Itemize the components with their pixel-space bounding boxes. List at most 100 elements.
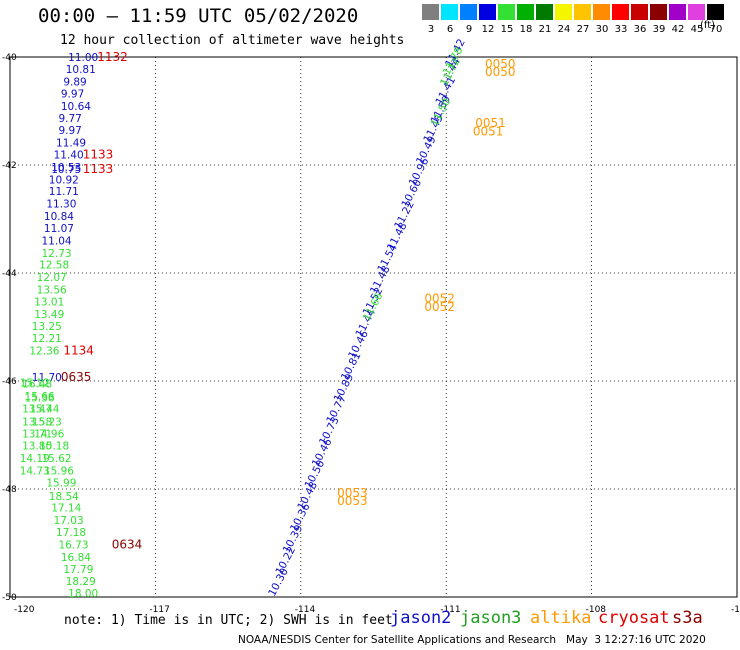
data-label-jason3: 14.73 bbox=[20, 465, 50, 477]
scale-label-27: 27 bbox=[576, 24, 590, 35]
data-label-altika: 0050 bbox=[485, 57, 516, 71]
chart-title: 00:00 – 11:59 UTC 05/02/2020 bbox=[38, 5, 359, 27]
scale-label-6: 6 bbox=[446, 24, 454, 35]
data-label-jason2: 9.97 bbox=[58, 125, 81, 137]
data-label-jason3: 13.25 bbox=[32, 321, 62, 333]
data-label-altika: 0051 bbox=[475, 116, 506, 130]
data-label-jason3: 15.44 bbox=[29, 403, 59, 415]
data-label-jason3: 18.54 bbox=[49, 491, 79, 503]
data-label-jason2: 11.04 bbox=[42, 235, 72, 247]
scale-swatch-33 bbox=[612, 4, 629, 20]
data-label-altika: 0051 bbox=[473, 124, 504, 138]
scale-swatch-36 bbox=[631, 4, 648, 20]
scale-label-21: 21 bbox=[538, 24, 552, 35]
data-label-jason3: 12.73 bbox=[42, 248, 72, 260]
data-label-jason3: 13.49 bbox=[34, 309, 64, 321]
data-label-jason3: 13.47 bbox=[22, 403, 52, 415]
x-tick-label: -120 bbox=[14, 605, 35, 615]
data-label-cryosat: 1133 bbox=[83, 162, 114, 176]
data-label-jason3: 12.36 bbox=[29, 346, 59, 358]
data-label-jason2: 10.92 bbox=[49, 174, 79, 186]
legend-jason2: jason2 bbox=[390, 608, 452, 628]
plot-frame bbox=[9, 56, 738, 598]
data-label-cryosat: 1132 bbox=[97, 50, 128, 64]
data-label-jason3: 17.14 bbox=[51, 503, 81, 515]
x-tick-label: -117 bbox=[149, 605, 169, 615]
data-label-jason3: 13.01 bbox=[34, 296, 64, 308]
scale-swatch-27 bbox=[574, 4, 591, 20]
data-label-jason3: 15.18 bbox=[39, 441, 69, 453]
scale-swatch-42 bbox=[669, 4, 686, 20]
data-label-jason2: 10.84 bbox=[44, 211, 74, 223]
scale-label-42: 42 bbox=[671, 24, 685, 35]
data-label-cryosat: 1133 bbox=[83, 148, 114, 162]
data-label-s3a: 0634 bbox=[112, 537, 143, 551]
scale-label-3: 3 bbox=[427, 24, 435, 35]
data-label-cryosat: 1134 bbox=[63, 344, 94, 358]
data-label-jason3: 17.03 bbox=[54, 515, 84, 527]
data-label-jason2: 10.75 bbox=[51, 164, 81, 176]
footnote: note: 1) Time is in UTC; 2) SWH is in fe… bbox=[64, 613, 393, 628]
scale-label-15: 15 bbox=[500, 24, 514, 35]
scale-label-70: 70 bbox=[709, 24, 723, 35]
data-label-jason3: 12.21 bbox=[32, 333, 62, 345]
legend-cryosat: cryosat bbox=[598, 608, 670, 628]
data-label-jason3: 16.84 bbox=[61, 552, 91, 564]
data-label-jason3: 15.23 bbox=[32, 416, 62, 428]
scale-label-39: 39 bbox=[652, 24, 666, 35]
data-label-altika: 0052 bbox=[424, 292, 455, 306]
data-label-jason3: 18.29 bbox=[66, 576, 96, 588]
x-tick-label: -111 bbox=[440, 605, 460, 615]
scale-label-33: 33 bbox=[614, 24, 628, 35]
x-tick-label: -105 bbox=[731, 605, 740, 615]
data-label-jason3: 13.56 bbox=[37, 285, 67, 297]
data-label-jason2: 9.77 bbox=[58, 113, 81, 125]
data-label-jason3: 15.96 bbox=[44, 465, 74, 477]
data-label-jason3: 12.58 bbox=[39, 260, 69, 272]
scale-swatch-9 bbox=[460, 4, 477, 20]
scale-label-30: 30 bbox=[595, 24, 609, 35]
legend-s3a: s3a bbox=[672, 608, 703, 628]
scale-label-45: 45 bbox=[690, 24, 704, 35]
scale-swatch-70 bbox=[707, 4, 724, 20]
scale-swatch-24 bbox=[555, 4, 572, 20]
scale-swatch-30 bbox=[593, 4, 610, 20]
data-label-jason2: 11.40 bbox=[54, 150, 84, 162]
y-tick-label: -42 bbox=[2, 161, 17, 171]
data-label-jason3: 14.19 bbox=[20, 453, 50, 465]
data-label-jason2: 11.00 bbox=[68, 52, 98, 64]
data-label-altika: 0050 bbox=[485, 65, 516, 79]
data-label-altika: 0052 bbox=[424, 300, 455, 314]
scale-label-24: 24 bbox=[557, 24, 571, 35]
data-label-jason2-track: 10.30 bbox=[266, 566, 291, 598]
scale-label-18: 18 bbox=[519, 24, 533, 35]
legend-jason3: jason3 bbox=[460, 608, 522, 628]
scale-label-12: 12 bbox=[481, 24, 495, 35]
color-scale-unit: (ft) bbox=[700, 20, 716, 31]
data-label-jason3: 15.36 bbox=[25, 393, 55, 405]
data-label-jason3: 13.71 bbox=[22, 429, 52, 441]
scale-swatch-39 bbox=[650, 4, 667, 20]
y-tick-label: -50 bbox=[2, 593, 17, 603]
y-tick-label: -40 bbox=[2, 53, 17, 63]
data-label-jason3: 15.99 bbox=[46, 477, 76, 489]
scale-swatch-6 bbox=[441, 4, 458, 20]
data-label-jason2: 11.70 bbox=[32, 372, 62, 384]
data-label-jason2: 11.30 bbox=[46, 199, 76, 211]
scale-swatch-21 bbox=[536, 4, 553, 20]
data-label-jason3: 18.00 bbox=[68, 588, 98, 600]
data-label-jason3: 15.12 bbox=[20, 377, 50, 389]
data-label-jason2: 9.97 bbox=[61, 89, 84, 101]
data-label-jason3: 17.18 bbox=[56, 527, 86, 539]
x-tick-label: -114 bbox=[295, 605, 316, 615]
data-label-jason3: 12.07 bbox=[37, 272, 67, 284]
data-label-jason3: 13.58 bbox=[22, 416, 52, 428]
data-label-jason3: 16.48 bbox=[22, 378, 52, 390]
data-label-jason3: 13.80 bbox=[22, 441, 52, 453]
data-label-jason3: 16.73 bbox=[58, 539, 88, 551]
data-label-jason2: 9.89 bbox=[63, 77, 86, 89]
scale-swatch-18 bbox=[517, 4, 534, 20]
scale-swatch-45 bbox=[688, 4, 705, 20]
scale-swatch-15 bbox=[498, 4, 515, 20]
